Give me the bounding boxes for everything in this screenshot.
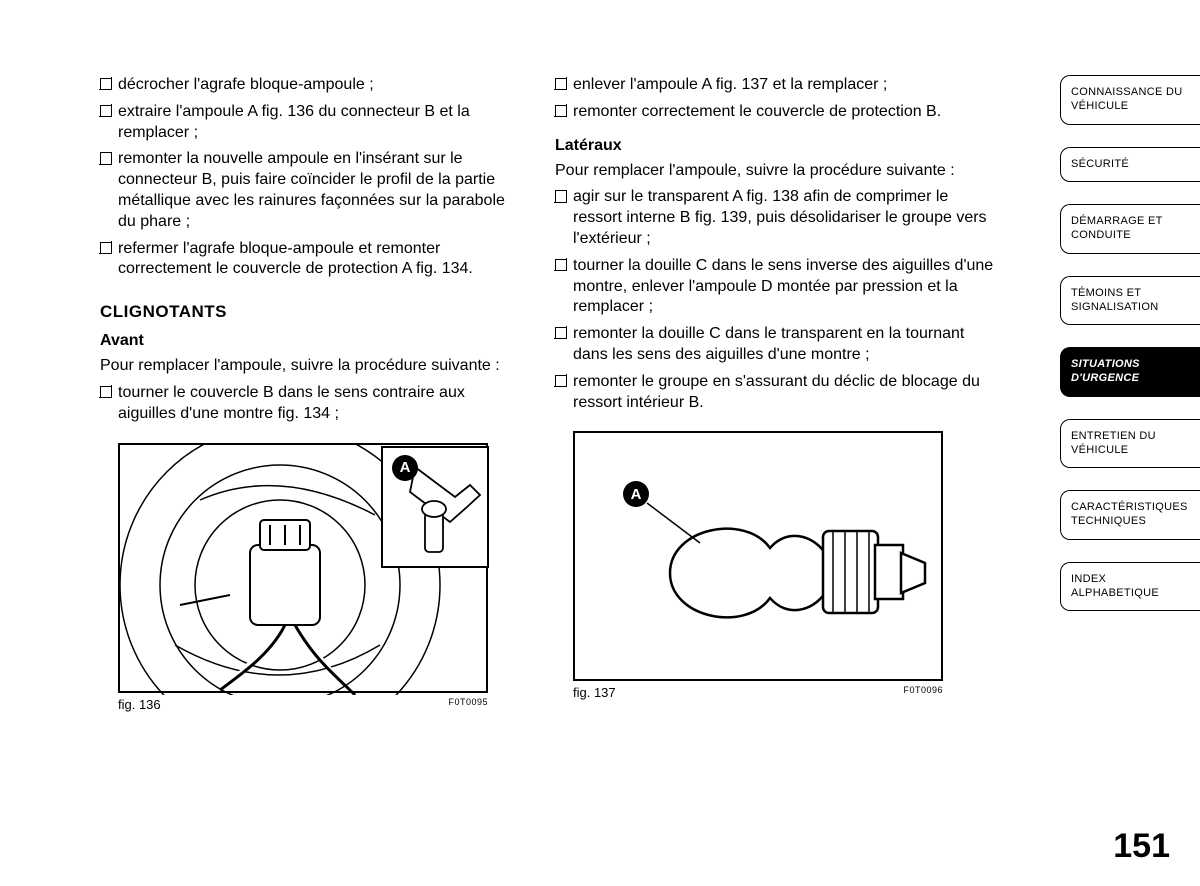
figure-label-text: A: [631, 486, 642, 503]
tab-label: CONNAISSANCE DU VÉHICULE: [1071, 86, 1182, 112]
tab-label: SITUATIONS D'URGENCE: [1071, 358, 1140, 384]
bullet-text: remonter correctement le couvercle de pr…: [573, 102, 1000, 123]
bullet-icon: [100, 242, 112, 254]
bullet-text: remonter la nouvelle ampoule en l'inséra…: [118, 149, 525, 232]
figure-136: A: [118, 443, 488, 693]
bullet-icon: [555, 105, 567, 117]
bullet-icon: [100, 78, 112, 90]
bullet-text: décrocher l'agrafe bloque-ampoule ;: [118, 75, 525, 96]
figure-136-caption: fig. 136 F0T0095: [118, 697, 488, 712]
page-number: 151: [1113, 827, 1170, 866]
tab-temoins[interactable]: TÉMOINS ET SIGNALISATION: [1060, 276, 1200, 326]
tab-label: CARACTÉRISTIQUES TECHNIQUES: [1071, 501, 1188, 527]
figure-136-drawing: [120, 445, 490, 695]
bullet-icon: [100, 105, 112, 117]
bullet-item: remonter la douille C dans le transparen…: [555, 324, 1000, 366]
figure-137-caption: fig. 137 F0T0096: [573, 685, 943, 700]
figure-number: fig. 136: [118, 697, 161, 712]
bullet-icon: [555, 375, 567, 387]
tab-label: ENTRETIEN DU VÉHICULE: [1071, 430, 1156, 456]
tab-label: INDEX ALPHABETIQUE: [1071, 573, 1159, 599]
bullet-text: remonter la douille C dans le transparen…: [573, 324, 1000, 366]
tab-urgence[interactable]: SITUATIONS D'URGENCE: [1060, 347, 1200, 397]
figure-number: fig. 137: [573, 685, 616, 700]
tab-label: SÉCURITÉ: [1071, 158, 1129, 170]
bullet-item: remonter le groupe en s'assurant du décl…: [555, 372, 1000, 414]
tab-label: TÉMOINS ET SIGNALISATION: [1071, 287, 1158, 313]
tab-caracteristiques[interactable]: CARACTÉRISTIQUES TECHNIQUES: [1060, 490, 1200, 540]
tab-demarrage[interactable]: DÉMARRAGE ET CONDUITE: [1060, 204, 1200, 254]
tab-connaissance[interactable]: CONNAISSANCE DU VÉHICULE: [1060, 75, 1200, 125]
bullet-item: enlever l'ampoule A fig. 137 et la rempl…: [555, 75, 1000, 96]
figure-label-text: A: [400, 459, 411, 476]
bullet-item: extraire l'ampoule A fig. 136 du connect…: [100, 102, 525, 144]
intro-text: Pour remplacer l'ampoule, suivre la proc…: [555, 161, 1000, 182]
tab-securite[interactable]: SÉCURITÉ: [1060, 147, 1200, 183]
subsection-heading: Avant: [100, 332, 525, 350]
subsection-heading: Latéraux: [555, 137, 1000, 155]
section-heading: CLIGNOTANTS: [100, 302, 525, 322]
tab-index[interactable]: INDEX ALPHABETIQUE: [1060, 562, 1200, 612]
bullet-icon: [100, 386, 112, 398]
bullet-text: tourner la douille C dans le sens invers…: [573, 256, 1000, 318]
intro-text: Pour remplacer l'ampoule, suivre la proc…: [100, 356, 525, 377]
figure-label-a: A: [392, 455, 418, 481]
tab-entretien[interactable]: ENTRETIEN DU VÉHICULE: [1060, 419, 1200, 469]
figure-id: F0T0095: [448, 697, 488, 712]
bullet-text: refermer l'agrafe bloque-ampoule et remo…: [118, 239, 525, 281]
bullet-text: enlever l'ampoule A fig. 137 et la rempl…: [573, 75, 1000, 96]
bullet-icon: [555, 327, 567, 339]
right-column: enlever l'ampoule A fig. 137 et la rempl…: [550, 75, 1000, 835]
bullet-item: tourner la douille C dans le sens invers…: [555, 256, 1000, 318]
bullet-icon: [100, 152, 112, 164]
bullet-icon: [555, 78, 567, 90]
bullet-icon: [555, 259, 567, 271]
bullet-item: décrocher l'agrafe bloque-ampoule ;: [100, 75, 525, 96]
left-column: décrocher l'agrafe bloque-ampoule ; extr…: [100, 75, 550, 835]
bullet-item: remonter la nouvelle ampoule en l'inséra…: [100, 149, 525, 232]
figure-137-drawing: [575, 433, 945, 683]
bullet-text: tourner le couvercle B dans le sens cont…: [118, 383, 525, 425]
section-tabs-sidebar: CONNAISSANCE DU VÉHICULE SÉCURITÉ DÉMARR…: [1060, 75, 1200, 633]
bullet-text: remonter le groupe en s'assurant du décl…: [573, 372, 1000, 414]
bullet-text: extraire l'ampoule A fig. 136 du connect…: [118, 102, 525, 144]
bullet-item: tourner le couvercle B dans le sens cont…: [100, 383, 525, 425]
bullet-item: agir sur le transparent A fig. 138 afin …: [555, 187, 1000, 249]
bullet-item: remonter correctement le couvercle de pr…: [555, 102, 1000, 123]
bullet-text: agir sur le transparent A fig. 138 afin …: [573, 187, 1000, 249]
bullet-item: refermer l'agrafe bloque-ampoule et remo…: [100, 239, 525, 281]
tab-label: DÉMARRAGE ET CONDUITE: [1071, 215, 1162, 241]
figure-137: A: [573, 431, 943, 681]
figure-id: F0T0096: [903, 685, 943, 700]
bullet-icon: [555, 190, 567, 202]
